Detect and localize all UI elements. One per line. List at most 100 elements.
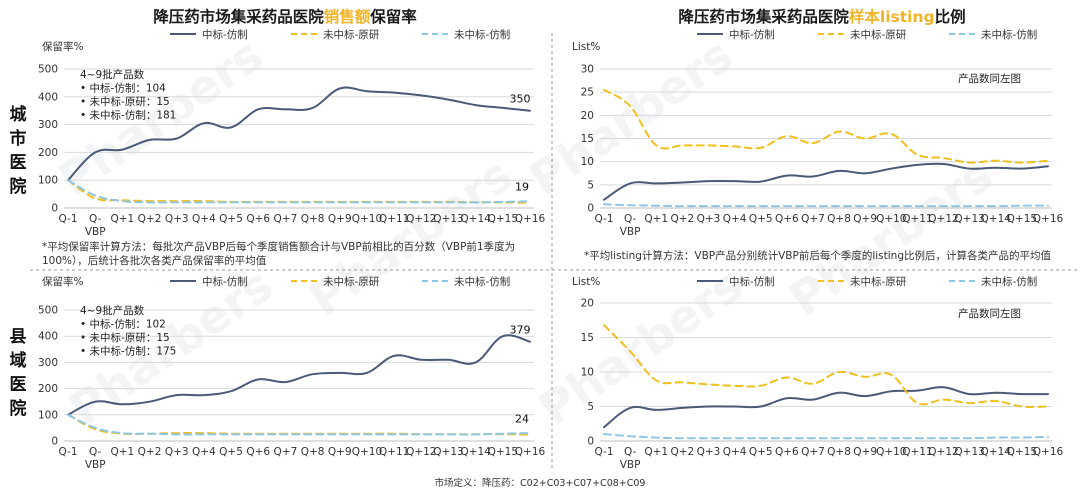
right-title-highlight: 样本listing xyxy=(849,7,935,26)
legend-item-1: 中标-仿制 xyxy=(697,28,775,41)
legend-item-1: 中标-仿制 xyxy=(170,28,248,41)
row-label-county-char: 域 xyxy=(10,350,27,371)
y-tick-label: 500 xyxy=(38,64,58,76)
x-tick-label: Q+11 xyxy=(379,446,409,458)
x-tick-label: Q-1 xyxy=(594,446,613,458)
series-line-1 xyxy=(67,334,531,416)
left-title-post: 保留率 xyxy=(369,7,417,26)
row-label-city-char: 市 xyxy=(10,128,27,149)
y-tick-label: 100 xyxy=(38,175,58,187)
x-tick-label: Q+14 xyxy=(981,213,1012,225)
row-label-county-char: 医 xyxy=(10,375,27,395)
x-tick-label: Q+4 xyxy=(192,446,216,458)
x-tick-label: Q+16 xyxy=(515,446,546,458)
x-tick-part: Q- xyxy=(89,213,102,225)
x-tick-part: Q- xyxy=(624,446,637,458)
legend-item-3: 未中标-仿制 xyxy=(422,275,510,288)
annotation-line: • 中标-仿制：104 xyxy=(80,82,166,95)
x-tick-label: Q+2 xyxy=(138,213,162,225)
legend-label: 未中标-仿制 xyxy=(454,275,510,288)
y-tick-label: 20 xyxy=(581,110,594,122)
legend: 中标-仿制 未中标-原研 未中标-仿制 xyxy=(170,28,510,41)
x-tick-label: Q+13 xyxy=(954,213,984,225)
x-tick-label: Q+7 xyxy=(801,213,825,225)
x-tick-label: Q+7 xyxy=(274,213,298,225)
x-tick-label: Q+8 xyxy=(301,213,325,225)
x-tick-label: Q+8 xyxy=(827,213,851,225)
x-tick-label: Q+1 xyxy=(644,446,668,458)
annotation-line: • 中标-仿制：102 xyxy=(80,318,166,331)
y-tick-label: 200 xyxy=(38,147,58,159)
x-tick-label: Q+16 xyxy=(1033,213,1064,225)
watermark-text: Pharbers xyxy=(519,28,742,207)
legend-label: 未中标-仿制 xyxy=(981,275,1037,288)
annotation-line: • 未中标-仿制：181 xyxy=(80,109,176,122)
legend: 中标-仿制 未中标-原研 未中标-仿制 xyxy=(170,275,510,288)
chart-panel-city-retention: 0 100 200 300 400 500 保留率% Q-1 Q-VBP Q+1 Q+2 Q+3 Q+4… xyxy=(38,28,546,238)
row-label-county-char: 县 xyxy=(10,327,27,347)
watermark-text: Pharbers xyxy=(299,148,522,327)
x-tick-label: Q+16 xyxy=(515,213,546,225)
legend-label: 中标-仿制 xyxy=(729,28,775,41)
left-title-highlight: 销售额 xyxy=(324,7,371,26)
x-tick-label: Q+12 xyxy=(406,213,436,225)
legend-label: 中标-仿制 xyxy=(202,28,248,41)
right-title-pre: 降压药市场集采药品医院 xyxy=(678,7,849,26)
x-tick-label: Q+16 xyxy=(1033,446,1064,458)
x-tick-label: Q+6 xyxy=(246,446,270,458)
x-tick-label: Q+7 xyxy=(801,446,825,458)
legend-label: 未中标-原研 xyxy=(850,275,907,288)
x-tick-label: Q-1 xyxy=(58,446,77,458)
x-tick-label: Q+14 xyxy=(981,446,1012,458)
legend: 中标-仿制 未中标-原研 未中标-仿制 xyxy=(697,275,1037,288)
series-line-2 xyxy=(603,324,1049,408)
x-tick-label: Q+5 xyxy=(219,213,243,225)
x-tick-label: Q+8 xyxy=(827,446,851,458)
x-tick-label: Q+12 xyxy=(406,446,436,458)
x-tick-label: Q+13 xyxy=(433,213,463,225)
x-tick-label: Q+9 xyxy=(853,213,877,225)
x-tick-label: Q-VBP xyxy=(85,446,106,471)
legend: 中标-仿制 未中标-原研 未中标-仿制 xyxy=(697,28,1037,41)
series-line-3 xyxy=(603,433,1049,440)
y-tick-label: 0 xyxy=(51,436,58,448)
x-tick-label: Q+11 xyxy=(902,446,932,458)
row-label-county-char: 院 xyxy=(10,398,27,419)
y-tick-label: 0 xyxy=(587,436,594,448)
right-note: *平均listing计算方法：VBP产品分别统计VBP前后每个季度的listin… xyxy=(584,249,1052,262)
y-tick-label: 100 xyxy=(38,409,58,421)
watermark-text: Pharbers xyxy=(529,258,752,437)
right-chart-title: 降压药市场集采药品医院样本listing比例 xyxy=(678,7,965,26)
y-tick-label: 400 xyxy=(38,91,58,103)
data-label-series2-end: 24 xyxy=(515,413,529,426)
legend-label: 未中标-原研 xyxy=(323,28,380,41)
legend-item-3: 未中标-仿制 xyxy=(949,28,1037,41)
y-axis-label: 保留率% xyxy=(42,40,83,53)
x-tick-label: Q+3 xyxy=(165,446,189,458)
data-label-series1-end: 379 xyxy=(510,324,531,337)
row-label-city-char: 医 xyxy=(10,153,27,173)
x-tick-label: Q+12 xyxy=(928,213,958,225)
x-tick-label: Q+4 xyxy=(192,213,216,225)
y-tick-label: 400 xyxy=(38,331,58,343)
left-chart-title: 降压药市场集采药品医院销售额保留率 xyxy=(153,7,417,26)
y-tick-label: 500 xyxy=(38,305,58,317)
x-tick-label: Q+4 xyxy=(723,213,747,225)
y-tick-label: 0 xyxy=(51,203,58,215)
x-tick-label: Q+12 xyxy=(928,446,958,458)
series-line-2 xyxy=(67,413,531,436)
x-tick-label: Q+15 xyxy=(488,213,518,225)
annotation-line: 4~9批产品数 xyxy=(80,304,145,317)
right-title-post: 比例 xyxy=(935,7,966,26)
y-tick-label: 5 xyxy=(587,179,594,191)
series-line-3 xyxy=(603,203,1049,208)
y-tick-label: 15 xyxy=(581,332,594,344)
x-tick-label: Q+6 xyxy=(775,213,799,225)
x-tick-label: Q+14 xyxy=(460,213,491,225)
x-tick-label: Q+10 xyxy=(876,446,906,458)
